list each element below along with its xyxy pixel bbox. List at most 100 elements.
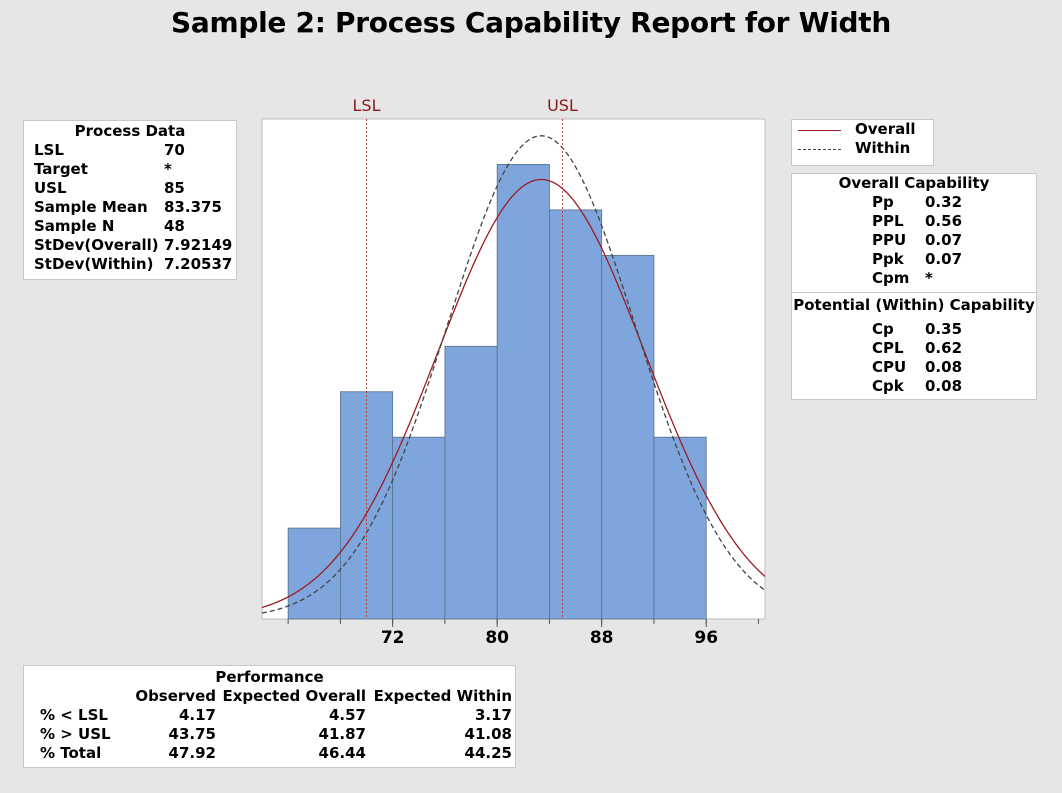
- x-tick-label: 88: [590, 628, 614, 648]
- curve-legend: Overall Within: [791, 119, 934, 166]
- lsl-label: LSL: [353, 96, 381, 115]
- histogram-bar: [496, 164, 550, 620]
- stat-label: Target: [34, 160, 88, 178]
- stat-label: Sample N: [34, 217, 115, 235]
- legend-within-label: Within: [855, 139, 911, 157]
- performance-row: % < LSL 4.17 4.57 3.17: [40, 706, 512, 725]
- x-tick-label: 80: [485, 628, 509, 648]
- stat-value: 85: [164, 179, 185, 197]
- stat-value: 0.08: [925, 358, 963, 376]
- col-observed: Observed: [135, 687, 216, 705]
- stat-label: Sample Mean: [34, 198, 148, 216]
- stat-row: Pp 0.32: [792, 193, 1036, 212]
- performance-cell: 43.75: [168, 725, 216, 743]
- stat-value: 70: [164, 141, 185, 159]
- performance-corner: [40, 687, 126, 706]
- performance-row-label: % > USL: [40, 725, 111, 743]
- performance-row-label: % < LSL: [40, 706, 108, 724]
- performance-cell: 3.17: [474, 706, 512, 724]
- performance-cell: 4.17: [178, 706, 216, 724]
- stat-row: Sample N 48: [24, 217, 236, 236]
- stat-value: 0.07: [925, 231, 963, 249]
- capability-panel: Overall Capability Pp 0.32 PPL 0.56 PPU 0.07 P…: [791, 173, 1037, 400]
- report-title: Sample 2: Process Capability Report for …: [171, 6, 891, 39]
- x-tick-label: 96: [694, 628, 718, 648]
- stat-row: CPL 0.62: [792, 339, 1036, 358]
- stat-row: Cp 0.35: [792, 320, 1036, 339]
- stat-label: USL: [34, 179, 67, 197]
- stat-value: 0.32: [925, 193, 963, 211]
- stat-label: StDev(Overall): [34, 236, 159, 254]
- legend-item-within: Within: [792, 139, 933, 158]
- overall-line-swatch: [798, 130, 841, 131]
- performance-cell: 44.25: [464, 744, 512, 762]
- stat-label: Cpm: [872, 269, 910, 287]
- within-normal-curve: [261, 135, 766, 614]
- col-expected-within: Expected Within: [373, 687, 512, 705]
- performance-cell: 4.57: [328, 706, 366, 724]
- stat-row: Cpk 0.08: [792, 377, 1036, 396]
- histogram-bar: [444, 345, 498, 620]
- performance-cell: 41.08: [464, 725, 512, 743]
- stat-label: CPL: [872, 339, 904, 357]
- histogram-bar: [392, 436, 446, 620]
- stat-row: StDev(Within) 7.20537: [24, 255, 236, 274]
- stat-row: USL 85: [24, 179, 236, 198]
- histogram-bar: [653, 436, 707, 620]
- stat-row: PPU 0.07: [792, 231, 1036, 250]
- stat-label: CPU: [872, 358, 907, 376]
- stat-value: 0.35: [925, 320, 963, 338]
- performance-cell: 41.87: [318, 725, 366, 743]
- stat-value: 83.375: [164, 198, 222, 216]
- stat-value: 0.56: [925, 212, 963, 230]
- stat-row: PPL 0.56: [792, 212, 1036, 231]
- stat-label: Pp: [872, 193, 894, 211]
- overall-normal-curve: [261, 178, 766, 609]
- stat-label: PPL: [872, 212, 904, 230]
- performance-table: Observed Expected Overall Expected Withi…: [40, 687, 512, 763]
- stat-label: Ppk: [872, 250, 904, 268]
- legend-item-overall: Overall: [792, 120, 933, 139]
- within-line-swatch: [798, 149, 841, 150]
- overall-capability-header: Overall Capability: [838, 174, 990, 192]
- stat-value: 48: [164, 217, 185, 235]
- histogram-bar: [601, 254, 655, 620]
- stat-value: 7.20537: [164, 255, 233, 273]
- performance-cell: 46.44: [318, 744, 366, 762]
- performance-header: Performance: [215, 668, 324, 686]
- stat-label: Cpk: [872, 377, 904, 395]
- col-expected-overall: Expected Overall: [222, 687, 366, 705]
- histogram-bar: [287, 527, 341, 620]
- legend-overall-label: Overall: [855, 120, 916, 138]
- performance-row: % > USL 43.75 41.87 41.08: [40, 725, 512, 744]
- performance-row-label: % Total: [40, 744, 102, 762]
- performance-row: % Total 47.92 46.44 44.25: [40, 744, 512, 763]
- histogram-bar: [339, 391, 394, 620]
- stat-row: StDev(Overall) 7.92149: [24, 236, 236, 255]
- stat-value: *: [925, 269, 933, 287]
- potential-capability-header: Potential (Within) Capability: [793, 296, 1035, 314]
- stat-value: 0.08: [925, 377, 963, 395]
- histogram-bar: [549, 209, 603, 620]
- performance-panel: Performance Observed Expected Overall Ex…: [23, 665, 516, 768]
- stat-row: LSL 70: [24, 141, 236, 160]
- stat-row: Target *: [24, 160, 236, 179]
- stat-row: Sample Mean 83.375: [24, 198, 236, 217]
- usl-label: USL: [547, 96, 578, 115]
- stat-value: 0.07: [925, 250, 963, 268]
- stat-row: CPU 0.08: [792, 358, 1036, 377]
- stat-label: StDev(Within): [34, 255, 154, 273]
- capability-divider: [792, 292, 1036, 293]
- x-tick-label: 72: [381, 628, 405, 648]
- stat-value: 7.92149: [164, 236, 233, 254]
- process-data-header: Process Data: [74, 122, 186, 140]
- stat-label: Cp: [872, 320, 894, 338]
- stat-value: *: [164, 160, 172, 178]
- stat-row: Ppk 0.07: [792, 250, 1036, 269]
- process-data-panel: Process Data LSL 70 Target * USL 85 Sample Mea…: [23, 120, 237, 280]
- stat-label: PPU: [872, 231, 907, 249]
- stat-label: LSL: [34, 141, 64, 159]
- stat-value: 0.62: [925, 339, 963, 357]
- stat-row: Cpm *: [792, 269, 1036, 288]
